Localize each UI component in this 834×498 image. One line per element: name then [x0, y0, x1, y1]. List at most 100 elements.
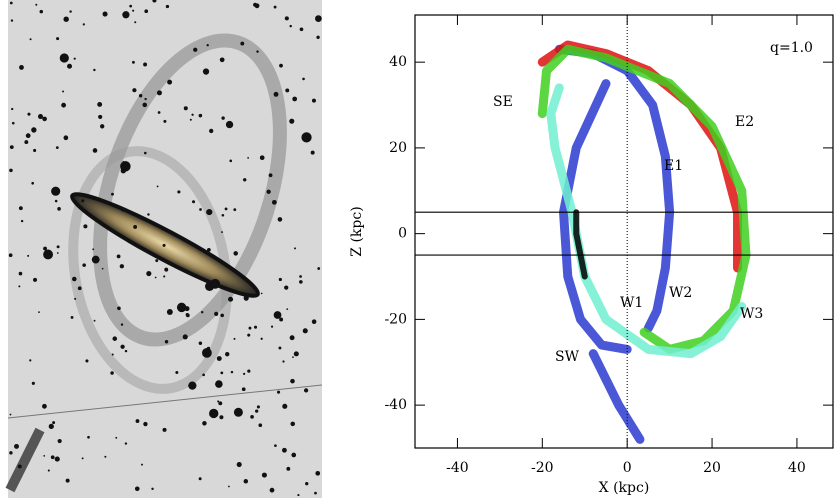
star: [185, 313, 189, 317]
star: [156, 90, 162, 96]
star: [243, 372, 246, 376]
star: [112, 336, 118, 341]
star: [311, 98, 316, 103]
star: [97, 101, 103, 107]
star: [221, 116, 225, 120]
star: [56, 252, 59, 254]
star: [9, 168, 13, 173]
star: [9, 145, 14, 150]
star: [189, 118, 192, 121]
x-tick-label: 40: [788, 460, 806, 476]
annotation: W2: [669, 285, 692, 301]
star: [155, 259, 159, 263]
star: [147, 213, 150, 216]
star: [314, 491, 317, 495]
annotation: SW: [555, 349, 580, 365]
star: [206, 44, 209, 47]
x-tick-label: 20: [703, 460, 721, 476]
star: [57, 438, 62, 444]
star: [290, 421, 296, 427]
star: [177, 190, 181, 194]
star: [56, 37, 60, 41]
star: [57, 207, 61, 211]
star: [214, 311, 219, 316]
star: [27, 254, 30, 257]
star: [316, 35, 320, 39]
stream: [573, 209, 588, 280]
star: [14, 443, 19, 449]
star: [165, 4, 170, 9]
star: [163, 275, 166, 278]
star: [110, 371, 114, 375]
star: [117, 306, 121, 311]
star: [56, 245, 60, 249]
star: [29, 38, 32, 41]
star: [260, 337, 263, 340]
star: [289, 118, 295, 124]
star: [67, 63, 73, 69]
star: [256, 405, 260, 409]
star: [122, 161, 125, 164]
star: [61, 102, 67, 108]
star: [9, 1, 13, 5]
star: [18, 271, 23, 276]
star: [219, 57, 225, 63]
star: [31, 127, 37, 133]
stream: [537, 44, 751, 354]
star: [271, 199, 277, 205]
star: [10, 19, 14, 22]
y-tick-label: 0: [398, 226, 407, 242]
y-tick-label: 40: [389, 54, 407, 70]
star: [233, 251, 238, 256]
star: [63, 16, 69, 22]
star: [120, 168, 126, 174]
star: [206, 208, 213, 216]
star: [31, 381, 35, 385]
star: [206, 346, 211, 351]
star: [63, 135, 69, 141]
star: [216, 356, 222, 361]
star: [129, 4, 133, 8]
star: [73, 57, 76, 60]
star: [192, 200, 196, 204]
star: [202, 68, 210, 75]
star: [200, 113, 203, 116]
stream: [546, 83, 747, 359]
star: [11, 121, 15, 125]
star: [85, 359, 89, 363]
star: [255, 409, 259, 413]
star: [38, 311, 40, 314]
star: [292, 356, 294, 358]
star: [317, 267, 321, 270]
star: [176, 302, 187, 313]
star: [233, 337, 236, 340]
star: [258, 423, 263, 428]
star: [233, 208, 237, 212]
star: [247, 369, 251, 373]
star: [146, 271, 152, 277]
star: [54, 199, 58, 203]
annotation: E2: [735, 114, 754, 130]
star: [261, 472, 267, 478]
star: [315, 15, 322, 22]
star: [132, 9, 135, 12]
star: [152, 0, 157, 3]
star: [220, 313, 224, 318]
star: [230, 370, 234, 374]
star: [278, 346, 282, 350]
star: [225, 120, 234, 129]
star: [83, 224, 88, 229]
star: [291, 452, 297, 458]
star: [92, 248, 95, 251]
star: [282, 403, 288, 409]
star: [191, 113, 194, 116]
star: [241, 387, 246, 392]
star: [279, 317, 284, 322]
star: [77, 286, 82, 291]
star: [224, 207, 228, 211]
star: [201, 311, 204, 314]
star: [132, 60, 135, 64]
star: [217, 400, 220, 403]
star: [154, 276, 157, 279]
